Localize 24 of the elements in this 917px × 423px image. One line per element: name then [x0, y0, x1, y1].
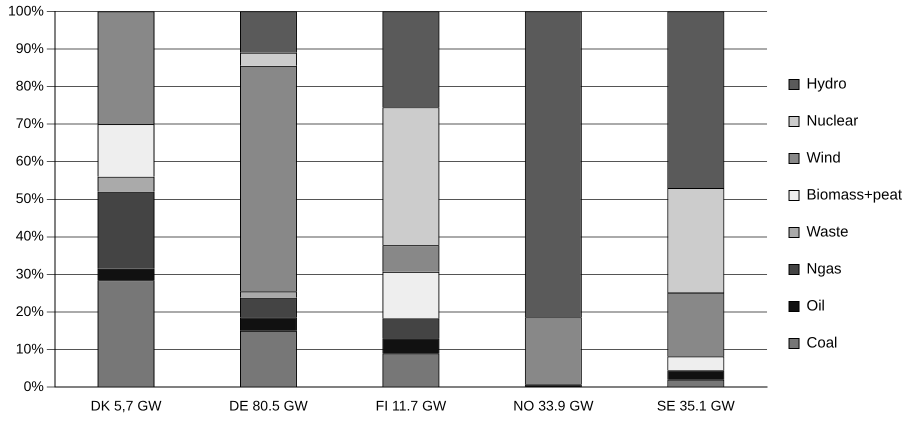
x-tick-label: SE 35.1 GW	[656, 397, 736, 414]
y-tick-label: 100%	[8, 2, 44, 18]
y-tick-label: 20%	[16, 302, 44, 319]
legend-label: Coal	[806, 334, 838, 352]
legend-label: Ngas	[806, 260, 842, 278]
y-tick-label: 10%	[16, 340, 44, 356]
y-tick-label: 70%	[16, 115, 44, 131]
x-tick-label: FI 11.7 GW	[376, 397, 447, 414]
x-tick-label: DK 5,7 GW	[90, 397, 162, 414]
legend-label: Wind	[806, 150, 841, 167]
y-tick-label: 0%	[24, 378, 44, 394]
y-tick-label: 30%	[16, 265, 44, 282]
y-tick-label: 40%	[16, 228, 44, 244]
legend-label: Oil	[806, 298, 825, 315]
legend-label: Biomass+peat	[806, 186, 903, 204]
x-tick-label: DE 80.5 GW	[229, 397, 309, 414]
y-tick-label: 80%	[16, 77, 44, 94]
legend-label: Waste	[806, 224, 848, 241]
y-tick-label: 50%	[16, 190, 44, 206]
y-tick-label: 90%	[16, 40, 44, 56]
legend-label: Hydro	[806, 76, 847, 93]
y-tick-label: 60%	[16, 152, 44, 169]
legend-label: Nuclear	[806, 112, 858, 130]
x-tick-label: NO 33.9 GW	[513, 397, 594, 414]
